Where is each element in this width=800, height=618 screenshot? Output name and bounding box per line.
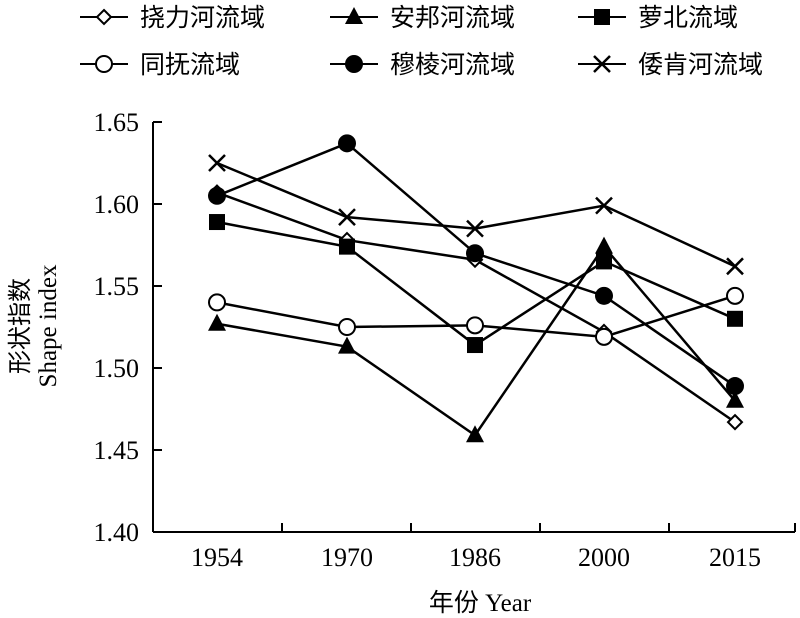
y-axis-title-cn: 形状指数 <box>6 278 34 374</box>
series-1 <box>208 184 744 431</box>
legend-label: 穆棱河流域 <box>390 50 515 79</box>
data-point <box>466 425 484 443</box>
data-point <box>339 238 355 255</box>
legend-marker <box>345 7 363 24</box>
series-4 <box>208 286 744 346</box>
data-point <box>338 134 356 153</box>
legend-marker <box>345 55 363 73</box>
series-6 <box>208 154 744 276</box>
y-ticks: 1.40 1.45 1.50 1.55 1.60 1.65 <box>94 108 162 547</box>
data-point <box>726 257 744 276</box>
data-point <box>595 286 613 305</box>
data-point <box>727 310 743 327</box>
data-point <box>595 236 613 254</box>
x-tick-label: 1954 <box>191 543 243 572</box>
data-point <box>726 390 744 408</box>
legend-item: 同抚流域 <box>80 50 240 79</box>
data-point <box>596 253 612 270</box>
legend-label: 倭肯河流域 <box>638 50 763 79</box>
data-point <box>338 318 356 336</box>
data-point <box>208 154 226 172</box>
data-point <box>466 219 484 238</box>
x-tick-label: 2015 <box>709 543 761 572</box>
legend-marker <box>594 9 610 25</box>
y-tick-label: 1.40 <box>94 518 140 547</box>
legend-marker <box>95 8 113 26</box>
legend-label: 安邦河流域 <box>390 3 515 32</box>
data-point <box>467 337 483 354</box>
series-5 <box>208 134 744 396</box>
series-3 <box>209 214 743 354</box>
data-point <box>726 377 744 396</box>
data-point <box>338 336 356 354</box>
series-2 <box>208 236 744 443</box>
x-ticks: 1954 1970 1986 2000 2015 <box>152 523 796 572</box>
data-point <box>338 208 356 227</box>
legend-marker <box>95 55 113 73</box>
data-point <box>208 186 226 205</box>
axes: 1.40 1.45 1.50 1.55 1.60 1.65 1954 1970 1986 200… <box>94 108 796 572</box>
y-tick-label: 1.50 <box>94 354 140 383</box>
data-point <box>466 316 484 335</box>
data-point <box>595 327 613 346</box>
data-point <box>595 196 613 215</box>
legend-marker <box>593 55 611 73</box>
data-point <box>726 286 744 305</box>
data-point <box>726 413 744 431</box>
y-tick-label: 1.55 <box>94 272 140 301</box>
legend-item: 穆棱河流域 <box>330 50 515 79</box>
legend-item: 挠力河流域 <box>80 3 265 32</box>
legend-item: 倭肯河流域 <box>578 50 763 79</box>
legend-label: 同抚流域 <box>140 50 240 79</box>
legend-item: 萝北流域 <box>578 3 738 32</box>
y-tick-label: 1.60 <box>94 190 140 219</box>
data-point <box>208 313 226 331</box>
y-tick-label: 1.65 <box>94 108 140 137</box>
x-tick-label: 1970 <box>321 543 373 572</box>
legend-label: 萝北流域 <box>638 3 738 32</box>
series-layer <box>208 134 744 443</box>
x-tick-label: 2000 <box>578 543 630 572</box>
y-axis-title-en: Shape index <box>35 264 62 387</box>
legend-label: 挠力河流域 <box>140 3 265 32</box>
y-tick-label: 1.45 <box>94 436 140 465</box>
x-axis-title: 年份 Year <box>429 589 532 617</box>
legend-item: 安邦河流域 <box>330 3 515 32</box>
data-point <box>208 293 226 312</box>
data-point <box>466 244 484 263</box>
data-point <box>209 214 225 231</box>
x-tick-label: 1986 <box>449 543 501 572</box>
